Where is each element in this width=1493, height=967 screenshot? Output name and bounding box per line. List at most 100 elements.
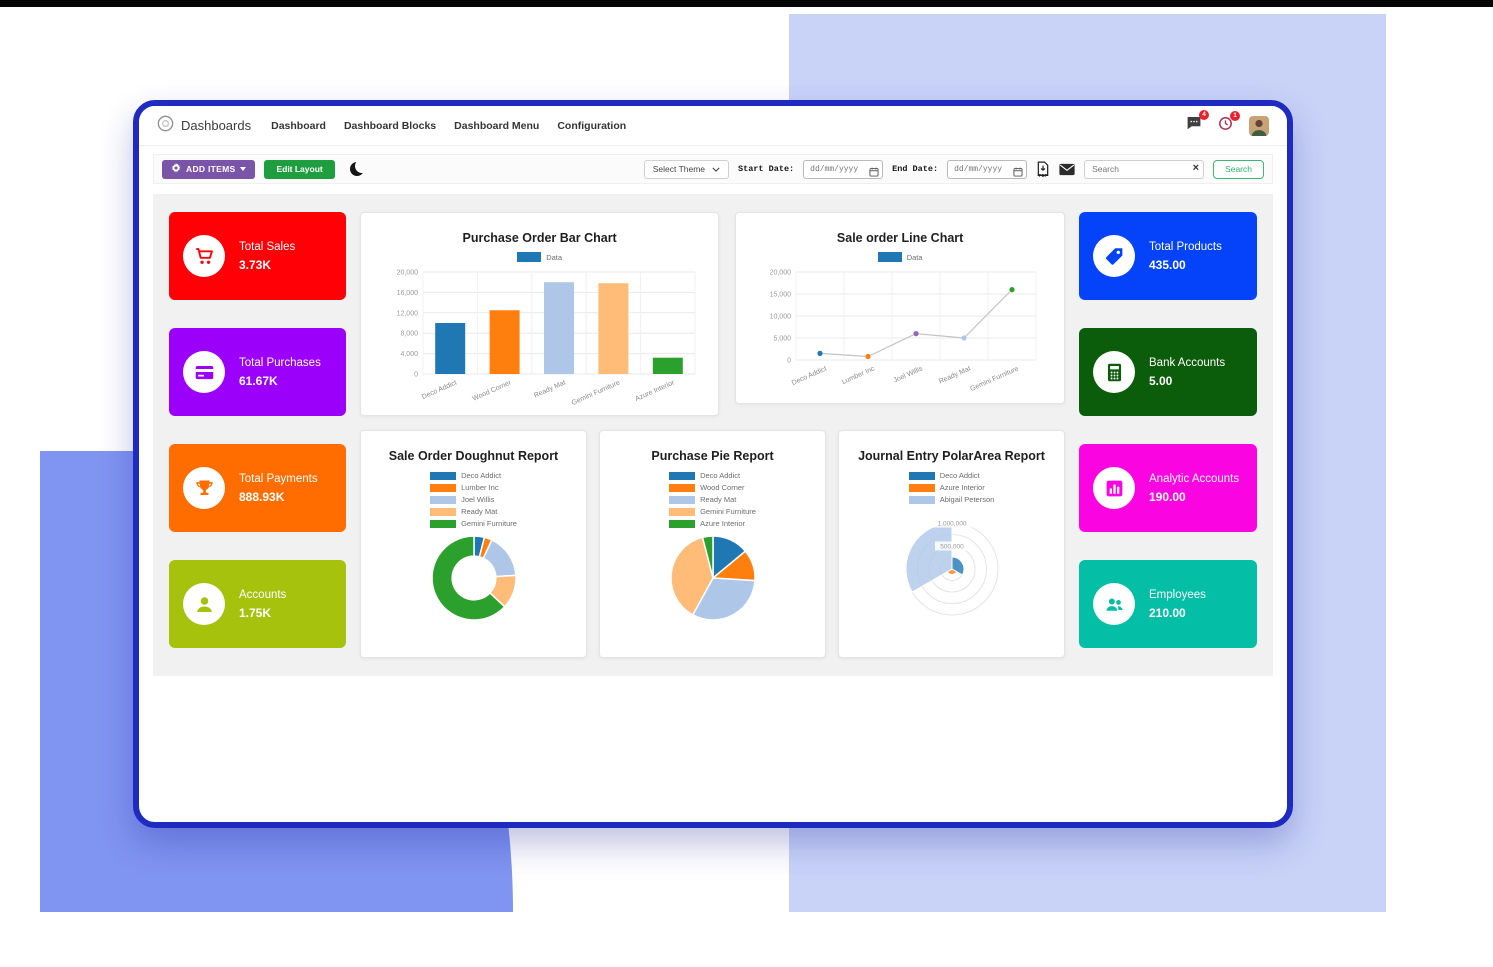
legend-label: Wood Corner [700,483,745,492]
chart-legend: Data [877,252,923,262]
screen-top-border [0,0,1493,7]
purchase-pie-chart [669,535,756,621]
nav-item-dashboard-menu[interactable]: Dashboard Menu [454,119,540,132]
calendar-icon[interactable] [1013,164,1023,182]
chart-legend: Deco Addict Wood Corner Ready Mat Gemini Fu… [669,471,756,528]
svg-text:20,000: 20,000 [396,270,418,277]
svg-text:16,000: 16,000 [396,290,418,297]
legend-item-joel-willis[interactable]: Joel Willis [430,495,517,504]
nav-item-dashboard[interactable]: Dashboard [271,119,326,132]
svg-text:Deco Addict: Deco Addict [791,365,828,387]
search-button[interactable]: Search [1213,159,1264,179]
legend-item-gemini-furniture[interactable]: Gemini Furniture [430,519,517,528]
activities-button[interactable]: 1 [1218,110,1240,136]
search-input[interactable] [1084,159,1205,179]
svg-text:Ready Mat: Ready Mat [938,365,972,385]
kpi-label: Analytic Accounts [1149,473,1240,486]
kpi-text: Total Purchases 61.67K [239,356,321,388]
app-brand[interactable]: Dashboards [157,115,251,137]
user-icon [183,583,225,625]
charts-row-top: Purchase Order Bar Chart Data 0 4,000 8,00… [360,212,1065,416]
legend-item-deco-addict[interactable]: Deco Addict [669,471,756,480]
legend-item-deco-addict[interactable]: Deco Addict [908,471,995,480]
kpi-card-analytic-accounts[interactable]: Analytic Accounts 190.00 [1079,444,1257,532]
kpi-card-total-sales[interactable]: Total Sales 3.73K [169,212,346,300]
kpi-label: Accounts [239,589,287,602]
pdf-export-icon[interactable]: PDF [1036,160,1050,178]
chart-title: Purchase Order Bar Chart [462,231,617,245]
svg-text:4,000: 4,000 [400,351,418,358]
legend-swatch [430,471,457,480]
kpi-value: 1.75K [239,605,272,620]
legend-item-wood-corner[interactable]: Wood Corner [669,483,756,492]
messages-button[interactable]: 4 [1186,110,1209,136]
nav-item-dashboard-blocks[interactable]: Dashboard Blocks [343,119,437,132]
sale-order-doughnut-panel: Sale Order Doughnut Report Deco Addict Lu… [360,430,587,658]
analytics-icon [1093,467,1135,509]
legend-label: Deco Addict [939,471,980,480]
legend-swatch [430,507,457,516]
caret-down-icon [240,167,247,171]
clear-search-icon[interactable]: × [1192,162,1200,174]
legend-swatch [877,252,902,262]
svg-text:Deco Addict: Deco Addict [421,379,458,401]
legend-item-data[interactable]: Data [517,252,562,262]
select-theme-dropdown[interactable]: Select Theme [643,159,730,179]
svg-text:20,000: 20,000 [770,270,792,277]
user-avatar[interactable] [1249,115,1269,136]
add-items-button[interactable]: ADD ITEMS [162,159,256,179]
legend-label: Ready Mat [461,507,498,516]
legend-swatch [430,483,457,492]
kpi-card-bank-accounts[interactable]: Bank Accounts 5.00 [1079,328,1257,416]
app-logo-icon [157,115,174,137]
legend-item-deco-addict[interactable]: Deco Addict [430,471,517,480]
svg-text:15,000: 15,000 [770,292,792,299]
kpi-card-total-purchases[interactable]: Total Purchases 61.67K [169,328,346,416]
legend-item-lumber-inc[interactable]: Lumber Inc [430,483,517,492]
nav-item-configuration[interactable]: Configuration [557,119,627,132]
legend-item-gemini-furniture[interactable]: Gemini Furniture [669,507,756,516]
svg-text:Azure Interior: Azure Interior [634,379,676,403]
legend-item-abigail-peterson[interactable]: Abigail Peterson [908,495,994,504]
sale-order-line-chart-panel: Sale order Line Chart Data 0 5,000 10,000 1… [735,212,1065,404]
edit-layout-button[interactable]: Edit Layout [264,159,335,179]
kpi-value: 435.00 [1149,257,1186,272]
kpi-card-total-payments[interactable]: Total Payments 888.93K [169,444,346,532]
legend-item-ready-mat[interactable]: Ready Mat [430,507,517,516]
add-items-label: ADD ITEMS [186,164,236,174]
svg-text:1,000,000: 1,000,000 [937,521,966,528]
legend-label: Deco Addict [700,471,741,480]
svg-text:Wood Corner: Wood Corner [471,379,512,403]
kpi-text: Accounts 1.75K [239,588,286,620]
calendar-icon[interactable] [869,164,879,182]
legend-item-data[interactable]: Data [877,252,923,262]
legend-swatch [430,519,457,528]
kpi-text: Bank Accounts 5.00 [1149,356,1225,388]
sale-order-line-chart: 0 5,000 10,000 15,000 20,000 Deco Addict Lumbe… [770,270,1037,393]
kpi-value: 61.67K [239,373,278,388]
legend-item-azure-interior[interactable]: Azure Interior [908,483,995,492]
svg-text:Gemini Furniture: Gemini Furniture [969,365,1020,393]
legend-item-azure-interior[interactable]: Azure Interior [669,519,756,528]
dark-mode-moon-icon[interactable] [350,162,364,176]
select-theme-label: Select Theme [652,164,706,174]
kpi-label: Total Purchases [239,357,321,370]
kpi-text: Total Payments 888.93K [239,472,318,504]
legend-swatch [908,483,935,492]
start-date-label: Start Date: [738,164,795,174]
chart-legend: Deco Addict Azure Interior Abigail Peterso… [908,471,995,504]
legend-item-ready-mat[interactable]: Ready Mat [669,495,756,504]
kpi-column-right: Total Products 435.00 Bank Accounts 5.00… [1079,212,1257,658]
end-date-input[interactable] [947,159,1028,179]
kpi-card-employees[interactable]: Employees 210.00 [1079,560,1257,648]
messages-badge: 4 [1199,110,1209,120]
kpi-card-total-products[interactable]: Total Products 435.00 [1079,212,1257,300]
charts-row-bottom: Sale Order Doughnut Report Deco Addict Lu… [360,430,1065,658]
clock-icon [1218,116,1233,136]
cart-icon [183,235,225,277]
nav-menu: Dashboard Dashboard Blocks Dashboard Menu C… [271,120,626,132]
start-date-input[interactable] [803,159,884,179]
chart-legend: Data [517,252,562,262]
mail-envelope-icon[interactable] [1059,163,1075,176]
kpi-card-accounts[interactable]: Accounts 1.75K [169,560,346,648]
